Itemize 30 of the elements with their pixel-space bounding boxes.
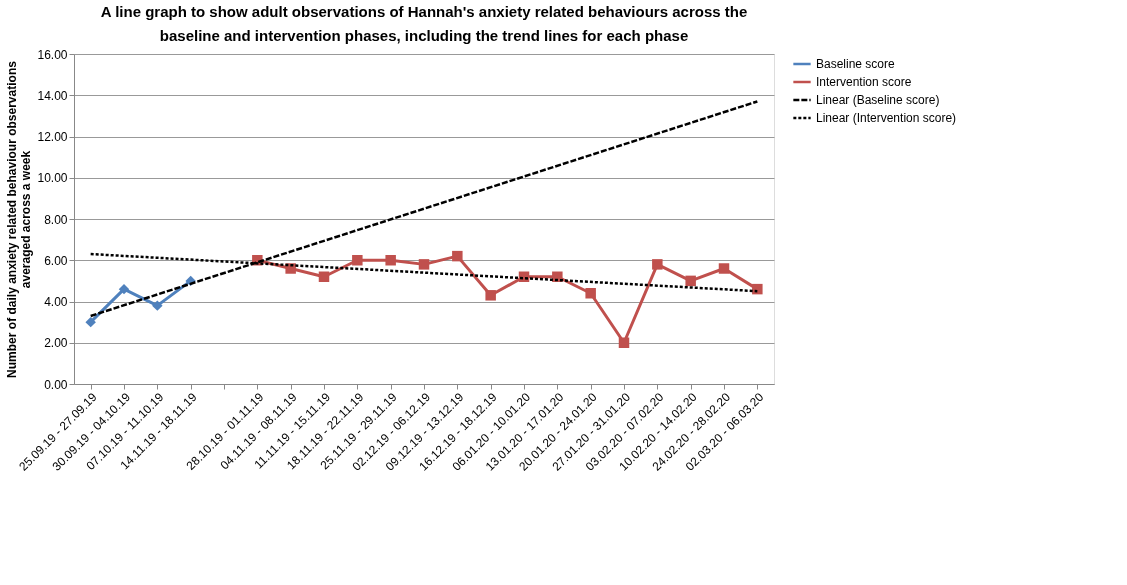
point: [452, 250, 463, 262]
y-tick-label: 12.00: [37, 130, 68, 144]
y-tick-label: 2.00: [44, 336, 68, 351]
y-tick-label: 16.00: [37, 47, 68, 62]
point: [385, 255, 396, 266]
point: [685, 275, 696, 287]
y-tick-label: 8.00: [44, 212, 68, 227]
point: [718, 263, 730, 274]
point: [318, 271, 330, 282]
y-tick-label: 0.00: [44, 377, 68, 392]
legend-label: Baseline score: [816, 57, 896, 71]
y-tick-label: 10.00: [37, 171, 68, 186]
y-tick-label: 14.00: [37, 88, 68, 103]
point: [618, 337, 630, 348]
legend-label: Linear (Baseline score): [816, 93, 940, 107]
point: [118, 283, 130, 295]
chart-title: A line graph to show adult observations of Hannah's anxiety related behaviours across the baseline and intervention phases, including the trend lines for each phase: [100, 3, 748, 44]
y-tick-label: 4.00: [44, 295, 68, 309]
point: [585, 288, 596, 299]
point: [85, 316, 96, 328]
point: [418, 259, 430, 270]
y-tick-label: 6.00: [44, 253, 68, 268]
point: [652, 259, 663, 270]
legend-label: Linear (Intervention score): [816, 111, 957, 125]
point: [752, 283, 763, 295]
point: [485, 290, 496, 301]
point: [352, 255, 363, 266]
legend-label: Intervention score: [816, 75, 912, 89]
point: [152, 300, 163, 311]
y-axis-title: Number of daily anxiety related behaviour observations averaged across a week: [5, 60, 34, 378]
